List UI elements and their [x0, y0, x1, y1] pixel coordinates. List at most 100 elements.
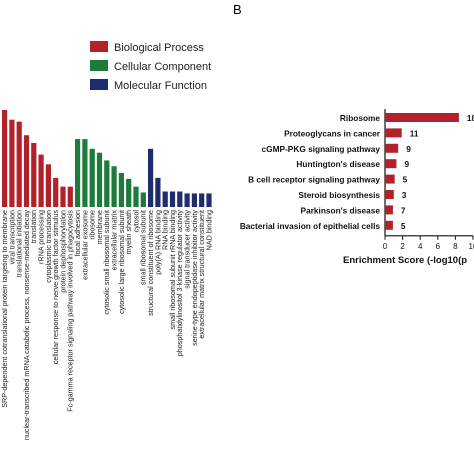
go-bar-srp-dependent-cotranslational-protein-targeting-to-membrane — [2, 110, 8, 207]
kegg-x-tick-label-8: 8 — [453, 242, 458, 251]
kegg-tick-label-proteoglycans-in-cancer: Proteoglycans in cancer — [284, 128, 381, 138]
go-tick-label-poly-a-rna-binding: poly(A) RNA binding — [153, 210, 162, 275]
go-bar-fc-gamma-receptor-signaling-pathway-involved-in-phagocytosis — [67, 186, 73, 207]
kegg-tick-label-ribosome: Ribosome — [340, 113, 380, 123]
go-tick-label-cytoplasmic-translation: cytoplasmic translation — [44, 210, 53, 283]
kegg-bar-bacterial-invasion-of-epithelial-cells — [385, 220, 393, 230]
go-tick-label-focal-adhesion: focal adhesion — [73, 210, 82, 256]
kegg-bar-ribosome — [385, 113, 459, 122]
kegg-tick-label-cgmp-pkg-signaling-pathway: cGMP-PKG signaling pathway — [262, 144, 381, 154]
go-bar-phosphatidylinositol-3-kinase-regulator-activity — [177, 191, 183, 207]
go-bar-viral-transcription — [9, 119, 15, 207]
kegg-count-label-ribosome: 18 — [467, 113, 474, 123]
go-bar-ribosome — [89, 148, 95, 207]
kegg-x-tick-label-0: 0 — [383, 242, 388, 251]
go-tick-label-small-ribosomal-subunit: small ribosomal subunit — [139, 210, 148, 285]
kegg-x-tick-label-2: 2 — [400, 242, 405, 251]
go-tick-label-nuclear-transcribed-mrna-catabolic-process-nonsense-mediated-decay: nuclear-transcribed mRNA catabolic proce… — [22, 210, 31, 441]
legend-label-cellular-component: Cellular Component — [114, 61, 211, 73]
go-bar-cytosolic-small-ribosomal-subunit — [104, 160, 110, 207]
go-bar-cytosolic-large-ribosomal-subunit — [118, 173, 124, 207]
go-bar-myelin-sheath — [126, 178, 132, 207]
go-bar-protein-dephosphorylation — [60, 186, 66, 207]
legend-label-biological-process: Biological Process — [114, 42, 204, 54]
kegg-count-label-bacterial-invasion-of-epithelial-cells: 5 — [401, 221, 406, 231]
go-bar-translational-initiation — [16, 121, 22, 207]
go-tick-label-translational-initiation: translational initiation — [15, 210, 24, 277]
go-bar-rna-binding — [162, 191, 168, 207]
go-bar-focal-adhesion — [75, 139, 81, 207]
go-bar-cellular-response-to-nerve-growth-factor-stimulus — [53, 177, 59, 207]
go-tick-label-cytosolic-small-ribosomal-subunit: cytosolic small ribosomal subunit — [102, 210, 111, 315]
panel-letter-b: B — [233, 2, 242, 17]
go-bar-cytoplasmic-translation — [45, 164, 51, 207]
go-tick-label-extracellular-exosome: extracellular exosome — [80, 210, 89, 280]
go-bar-rrna-processing — [38, 154, 44, 207]
kegg-count-label-b-cell-receptor-signaling-pathway: 5 — [403, 175, 408, 185]
kegg-bar-cgmp-pkg-signaling-pathway — [385, 143, 399, 153]
kegg-x-tick-label-6: 6 — [436, 242, 441, 251]
legend-swatch-cellular-component — [90, 60, 108, 71]
kegg-tick-label-steroid-biosynthesis: Steroid biosynthesis — [298, 190, 380, 200]
kegg-count-label-steroid-biosynthesis: 3 — [402, 190, 407, 200]
go-tick-label-signal-transducer-activity: signal transducer activity — [183, 210, 192, 289]
kegg-x-tick-label-10: 10 — [469, 242, 474, 251]
kegg-tick-label-parkinson-s-disease: Parkinson's disease — [301, 205, 381, 215]
go-tick-label-cytosolic-large-ribosomal-subunit: cytosolic large ribosomal subunit — [117, 210, 126, 314]
kegg-count-label-parkinson-s-disease: 7 — [401, 205, 406, 215]
go-tick-label-rna-binding: RNA binding — [161, 210, 170, 250]
go-bar-small-ribosomal-subunit — [140, 192, 146, 207]
go-tick-label-ribosome: ribosome — [88, 210, 97, 240]
go-bar-structural-constituent-of-ribosome — [148, 148, 154, 207]
go-bar-translation — [31, 142, 37, 207]
go-bar-small-ribosomal-subunit-rrna-binding — [169, 191, 176, 207]
legend-swatch-molecular-function — [90, 79, 108, 90]
go-bar-nuclear-transcribed-mrna-catabolic-process-nonsense-mediated-decay — [23, 135, 30, 207]
go-enrichment-chart: SRP-dependent cotranslational protein ta… — [0, 110, 213, 440]
kegg-tick-label-b-cell-receptor-signaling-pathway: B cell receptor signaling pathway — [248, 175, 380, 185]
go-bar-cytosol — [133, 186, 139, 207]
go-tick-label-srp-dependent-cotranslational-protein-targeting-to-membrane: SRP-dependent cotranslational protein ta… — [0, 210, 9, 408]
kegg-bar-parkinson-s-disease — [385, 205, 393, 215]
go-bar-extracellular-matrix — [111, 166, 117, 207]
kegg-x-tick-label-4: 4 — [418, 242, 423, 251]
go-tick-label-nad-binding: NAD binding — [204, 210, 213, 250]
go-bar-membrane — [96, 152, 103, 207]
kegg-tick-label-huntington-s-disease: Huntington's disease — [296, 159, 380, 169]
go-tick-label-membrane: membrane — [95, 210, 104, 244]
go-tick-label-extracellular-matrix: extracellular matrix — [110, 210, 119, 271]
kegg-count-label-huntington-s-disease: 9 — [404, 159, 409, 169]
go-tick-label-cytosol: cytosol — [131, 210, 140, 233]
go-tick-label-viral-transcription: viral transcription — [7, 210, 16, 264]
kegg-bar-b-cell-receptor-signaling-pathway — [385, 174, 395, 184]
go-tick-label-serine-type-endopeptidase-inhibitor-activity: serine-type endopeptidase inhibitor acti… — [190, 210, 199, 346]
go-tick-label-phosphatidylinositol-3-kinase-regulator-activity: phosphatidylinositol 3-kinase regulator … — [175, 210, 184, 357]
kegg-count-label-proteoglycans-in-cancer: 11 — [410, 128, 419, 138]
legend-label-molecular-function: Molecular Function — [114, 80, 207, 92]
go-tick-label-protein-dephosphorylation: protein dephosphorylation — [58, 210, 67, 293]
go-bar-nad-binding — [206, 193, 212, 207]
go-tick-label-myelin-sheath: myelin sheath — [124, 210, 133, 254]
go-legend: Biological Process Cellular Component Mo… — [90, 41, 211, 92]
go-tick-label-cellular-response-to-nerve-growth-factor-stimulus: cellular response to nerve growth factor… — [51, 210, 60, 365]
kegg-bar-steroid-biosynthesis — [385, 190, 394, 199]
go-tick-label-fc-gamma-receptor-signaling-pathway-involved-in-phagocytosis: Fc-gamma receptor signaling pathway invo… — [66, 210, 75, 412]
go-bar-extracellular-exosome — [82, 139, 88, 207]
kegg-tick-label-bacterial-invasion-of-epithelial-cells: Bacterial invasion of epithelial cells — [240, 221, 381, 231]
go-tick-label-structural-constituent-of-ribosome: structural constituent of ribosome — [146, 210, 155, 316]
go-bar-signal-transducer-activity — [184, 193, 190, 207]
go-tick-label-rrna-processing: rRNA processing — [37, 210, 46, 264]
kegg-x-axis-title: Enrichment Score (-log10(p — [343, 255, 467, 266]
go-tick-label-translation: translation — [29, 210, 38, 243]
kegg-enrichment-chart: Ribosome 18 Proteoglycans in cancer 11 cGMP-… — [240, 109, 474, 266]
kegg-count-label-cgmp-pkg-signaling-pathway: 9 — [406, 144, 411, 154]
go-bar-serine-type-endopeptidase-inhibitor-activity — [191, 193, 197, 207]
go-tick-label-small-ribosomal-subunit-rrna-binding: small ribosomal subunit rRNA binding — [168, 210, 177, 329]
go-bar-poly-a-rna-binding — [155, 177, 161, 207]
legend-swatch-biological-process — [90, 41, 108, 52]
go-bar-extracellular-matrix-structural-constituent — [199, 193, 205, 207]
kegg-bar-proteoglycans-in-cancer — [385, 128, 402, 138]
kegg-bar-huntington-s-disease — [385, 159, 397, 169]
